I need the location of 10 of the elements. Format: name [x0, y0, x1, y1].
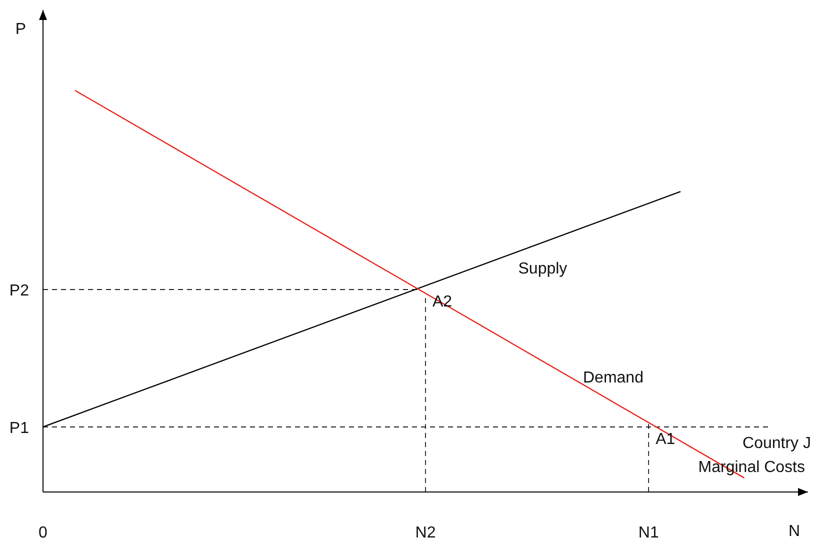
series-label: Demand: [582, 370, 644, 387]
x-axis-title: N: [788, 523, 800, 540]
x-tick-label: N2: [415, 524, 436, 542]
annotation: A1: [656, 430, 676, 448]
x-tick-label: 0: [38, 524, 48, 542]
ref-line-label: P1: [9, 420, 30, 437]
y-axis-title: P: [15, 21, 26, 38]
series-label: Supply: [518, 260, 568, 278]
ref-line-label: P2: [9, 282, 30, 300]
x-tick-label: N1: [638, 524, 659, 542]
